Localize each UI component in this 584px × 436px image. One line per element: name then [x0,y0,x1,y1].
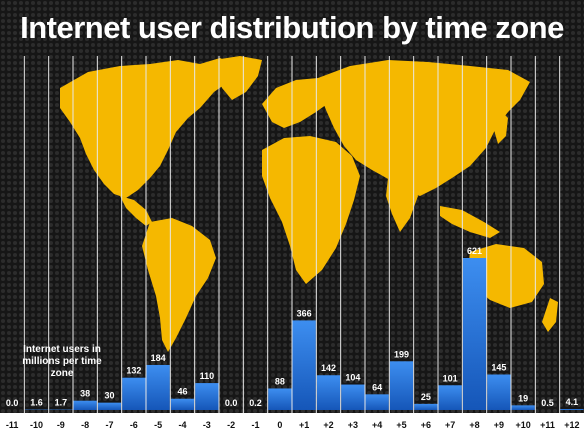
column-dividers [23,56,561,436]
x-tick-label: -8 [81,420,89,430]
data-label: 145 [491,363,506,373]
data-label: 184 [151,353,166,363]
x-axis-band [0,413,584,436]
bar [122,377,146,410]
x-tick-label: +5 [396,420,406,430]
data-label: 25 [421,392,431,402]
data-label: 366 [297,308,312,318]
data-label: 110 [200,371,215,381]
data-label: 64 [372,382,382,392]
x-tick-label: -2 [227,420,235,430]
x-tick-label: +3 [348,420,358,430]
x-tick-label: +6 [421,420,431,430]
data-label: 46 [177,387,187,397]
x-tick-label: -9 [57,420,65,430]
japan-shape [494,110,508,144]
x-tick-label: +10 [516,420,531,430]
data-label: 132 [126,366,141,376]
bar [292,320,316,410]
data-label: 0.2 [249,398,262,408]
bar [268,388,292,410]
data-label: 19 [518,393,528,403]
bar [97,402,122,410]
x-tick-label: -10 [30,420,43,430]
x-tick-label: +9 [494,420,504,430]
x-tick-label: +4 [372,420,382,430]
data-label: 4.1 [566,397,579,407]
data-label: 104 [345,373,360,383]
x-tick-label: -6 [130,420,138,430]
bar [438,385,462,410]
bar [462,258,487,410]
south-america-shape [142,218,216,352]
x-tick-label: -7 [105,420,113,430]
x-tick-label: +8 [469,420,479,430]
bar [341,384,365,410]
greenland-shape [214,56,262,100]
x-tick-label: -4 [178,420,186,430]
data-label: 1.6 [30,398,43,408]
x-tick-label: +7 [445,420,455,430]
x-tick-label: +11 [540,420,555,430]
new-zealand-shape [542,298,558,332]
bar [316,375,341,410]
x-tick-label: -1 [251,420,259,430]
bar [511,405,535,410]
x-tick-label: -11 [6,420,19,430]
x-tick-label: -5 [154,420,162,430]
bar [195,383,219,410]
asia-shape [318,60,530,196]
data-label: 1.7 [55,398,68,408]
bar [365,394,389,410]
chart-title: Internet user distribution by time zone [20,10,564,45]
x-tick-label: +12 [564,420,579,430]
north-america-shape [60,58,236,198]
data-label: 38 [80,389,90,399]
india-shape [386,176,418,232]
data-label: 0.0 [6,398,19,408]
x-tick-labels-group: -11 -10 -9 -8 -7 -6 -5 -4 -3 -2 -1 0 +1 +2 +3 +4 +5 +6 +7 +… [6,420,580,430]
data-label: 88 [275,376,285,386]
bar [170,398,195,410]
bar [389,361,414,410]
central-america-shape [120,196,152,226]
x-tick-label: 0 [277,420,282,430]
data-label: 30 [104,391,114,401]
data-label: 101 [443,373,458,383]
data-label: 142 [321,363,336,373]
data-label: 621 [467,246,482,256]
bar [560,408,584,410]
data-label: 0.5 [541,398,554,408]
x-tick-label: +1 [299,420,309,430]
x-tick-label: +2 [323,420,333,430]
europe-shape [262,78,336,128]
southeast-asia-shape [440,206,500,238]
bar [146,364,170,410]
bar [73,400,97,410]
africa-shape [262,136,360,284]
bar [414,403,438,410]
data-label: 0.0 [225,398,238,408]
data-label: 199 [394,349,409,359]
bar [487,374,511,410]
value-labels-group: 0.0 1.6 1.7 38 30 132 184 46 110 0.0 0.2 88 366 142 10… [6,246,578,408]
x-tick-label: -3 [203,420,211,430]
y-axis-note: Internet users in millions per time zone [22,344,102,379]
bars-group [24,258,584,410]
